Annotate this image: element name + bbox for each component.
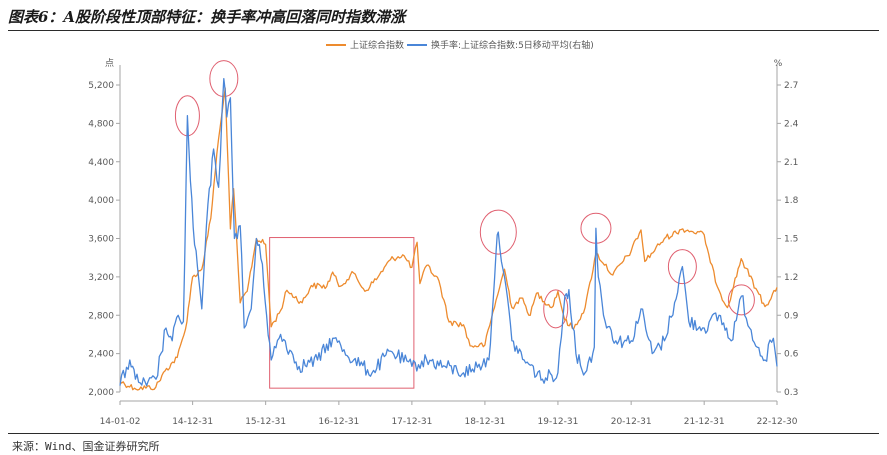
legend: 上证综合指数 换手率:上证综合指数:5日移动平均(右轴) (326, 39, 594, 51)
source-note: 来源：Wind、国金证券研究所 (12, 440, 160, 453)
footer-divider (8, 433, 879, 434)
right-tick-label: 2.1 (784, 158, 798, 168)
right-tick-label: 0.3 (784, 388, 798, 398)
x-tick-label: 16-12-31 (318, 417, 359, 427)
peak-circle (667, 249, 697, 285)
right-tick-label: 0.9 (784, 311, 799, 321)
left-tick-label: 4,000 (88, 196, 114, 206)
right-tick-label: 2.7 (784, 81, 798, 91)
series-line-turnover (119, 77, 778, 387)
right-tick-label: 1.2 (784, 273, 798, 283)
x-tick-label: 19-12-31 (538, 417, 579, 427)
peak-circle (543, 289, 569, 329)
x-tick-label: 14-01-02 (100, 417, 141, 427)
peak-circle (479, 209, 517, 255)
series-line-index (119, 87, 778, 391)
left-tick-label: 4,400 (88, 158, 114, 168)
right-tick-label: 0.6 (784, 350, 799, 360)
x-tick-label: 21-12-31 (684, 417, 725, 427)
x-tick-label: 18-12-31 (464, 417, 505, 427)
left-tick-label: 3,200 (88, 273, 114, 283)
left-tick-label: 4,800 (88, 119, 114, 129)
left-tick-label: 3,600 (88, 235, 114, 245)
left-unit-label: 点 (105, 58, 114, 69)
right-tick-label: 1.8 (784, 196, 799, 206)
left-tick-label: 2,800 (88, 311, 114, 321)
x-tick-label: 22-12-30 (757, 417, 798, 427)
left-tick-label: 2,000 (88, 388, 114, 398)
annotations (174, 60, 755, 389)
right-tick-label: 2.4 (784, 119, 799, 129)
left-tick-label: 2,400 (88, 350, 114, 360)
title-divider (8, 30, 879, 31)
peak-circle (727, 284, 755, 316)
right-unit-label: % (774, 59, 783, 69)
x-tick-label: 14-12-31 (172, 417, 213, 427)
series-group (119, 77, 778, 391)
left-tick-label: 5,200 (88, 81, 114, 91)
axes: 点 % 2,000 2,400 2,800 3,200 3,600 4,000 4,400 4,8… (88, 58, 798, 427)
legend-label-index: 上证综合指数 (350, 39, 404, 51)
x-tick-label: 15-12-31 (245, 417, 286, 427)
chart-title: 图表6：A股阶段性顶部特征：换手率冲高回落同时指数滞涨 (8, 8, 406, 26)
x-tick-label: 20-12-31 (611, 417, 652, 427)
legend-label-turnover: 换手率:上证综合指数:5日移动平均(右轴) (431, 39, 594, 51)
right-tick-label: 1.5 (784, 235, 798, 245)
x-tick-label: 17-12-31 (391, 417, 432, 427)
highlight-box (269, 237, 415, 389)
